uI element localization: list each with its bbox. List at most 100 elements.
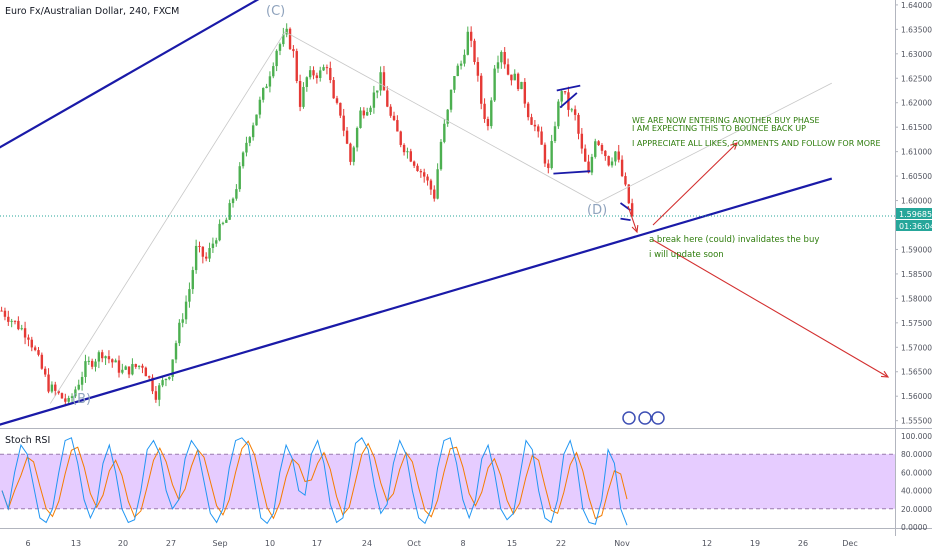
event-icon[interactable] <box>638 411 652 425</box>
event-icons[interactable] <box>622 411 665 425</box>
candle-body <box>107 356 111 360</box>
candle-body <box>50 384 54 392</box>
candle-body <box>17 320 20 330</box>
price-tick-label: 1.64000 <box>901 1 932 10</box>
candle-body <box>127 366 131 375</box>
last-price-value: 1.59685 <box>899 210 932 219</box>
candle-body <box>181 319 184 323</box>
candle-body <box>463 54 466 64</box>
candle-body <box>610 161 614 166</box>
candle-body <box>416 165 419 172</box>
candle-body <box>37 350 40 355</box>
candle-body <box>604 150 607 157</box>
annotation-update: i will update soon <box>649 250 724 260</box>
candle-body <box>329 67 332 81</box>
candle-body <box>33 347 37 351</box>
time-tick-label: 17 <box>312 539 322 548</box>
candle-body <box>322 67 325 71</box>
candle-body <box>392 115 396 121</box>
candle-body <box>339 102 342 116</box>
candle-body <box>204 256 208 259</box>
candle-body <box>530 117 533 125</box>
candle-body <box>141 365 144 368</box>
candle-body <box>365 112 369 116</box>
candle-body <box>597 141 600 145</box>
candle-body <box>490 100 493 127</box>
candle-body <box>496 62 500 69</box>
stoch-rsi-label: Stoch RSI <box>5 435 50 446</box>
candle-body <box>473 40 476 63</box>
candle-body <box>325 67 329 69</box>
candle-body <box>376 90 379 93</box>
candle-body <box>225 219 228 223</box>
candle-body <box>198 245 201 247</box>
candle-body <box>406 151 409 153</box>
candle-body <box>433 189 436 199</box>
candle-body <box>302 86 305 107</box>
candle-body <box>335 98 339 103</box>
candle-body <box>60 393 64 399</box>
candle-body <box>389 106 392 116</box>
candle-body <box>158 385 161 400</box>
candle-body <box>67 397 70 402</box>
candle-body <box>594 141 597 157</box>
annotation-follow: I APPRECIATE ALL LIKES, COMMENTS AND FOL… <box>632 139 881 148</box>
candle-body <box>439 141 443 170</box>
time-tick-label: 27 <box>166 539 176 548</box>
candle-body <box>64 398 67 402</box>
candle-body <box>319 70 322 78</box>
stoch-rsi-k-line <box>1 437 628 526</box>
candle-body <box>3 310 7 317</box>
candle-body <box>493 68 496 101</box>
candle-body <box>563 91 567 93</box>
stoch-rsi-d-line <box>1 440 628 520</box>
candle-body <box>382 72 386 91</box>
time-tick-label: Oct <box>407 539 421 548</box>
candle-body <box>533 124 537 127</box>
price-axis-ticks: 1.64000 1.63500 1.63000 1.62500 1.62000 1.615… <box>895 1 932 426</box>
candle-body <box>178 322 181 344</box>
candle-body <box>426 176 429 181</box>
candle-body <box>137 365 141 367</box>
candle-body <box>553 126 557 142</box>
stoch-tick-label: 20.0000 <box>901 505 932 514</box>
event-icon[interactable] <box>622 411 636 425</box>
candle-body <box>369 107 372 113</box>
candle-body <box>607 156 610 166</box>
candle-body <box>526 103 530 118</box>
time-tick-label: 13 <box>71 539 81 548</box>
candle-body <box>486 118 490 127</box>
projection-arrowhead <box>730 142 738 150</box>
candle-body <box>285 28 288 35</box>
candle-body <box>577 114 580 134</box>
price-tick-label: 1.62000 <box>901 99 932 108</box>
event-icon[interactable] <box>651 411 665 425</box>
candle-body <box>97 352 101 362</box>
projection-arrow <box>652 239 889 378</box>
candle-body <box>312 70 315 76</box>
candle-body <box>282 34 285 45</box>
stoch-axis-ticks: 100.0000 80.0000 60.0000 40.0000 20.0000 0.00… <box>901 432 932 532</box>
candle-body <box>469 31 473 41</box>
candle-body <box>456 65 459 77</box>
price-tick-label: 1.60500 <box>901 172 932 181</box>
candle-body <box>218 223 221 241</box>
stoch-rsi-band <box>0 454 895 509</box>
candles-layer <box>0 23 634 407</box>
candle-body <box>221 222 225 224</box>
candle-body <box>121 369 124 373</box>
candle-body <box>315 75 319 78</box>
candle-body <box>191 270 194 290</box>
time-tick-label: 12 <box>702 539 712 548</box>
candle-body <box>20 328 23 330</box>
candle-body <box>171 359 174 377</box>
candle-body <box>268 76 272 87</box>
candle-body <box>104 356 107 359</box>
candle-body <box>570 109 573 111</box>
price-tick-label: 1.63000 <box>901 50 932 59</box>
candle-body <box>188 289 191 302</box>
candle-body <box>74 389 77 397</box>
candle-body <box>513 73 516 81</box>
candle-body <box>573 109 577 115</box>
